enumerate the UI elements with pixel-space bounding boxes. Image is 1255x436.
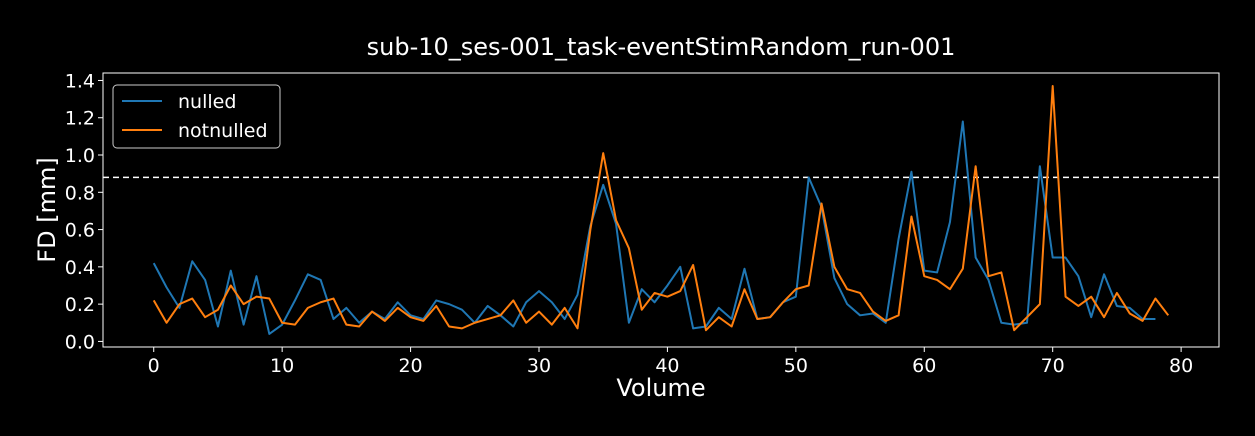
x-tick-label: 40: [655, 355, 679, 377]
x-tick-label: 30: [527, 355, 551, 377]
x-tick-label: 0: [148, 355, 160, 377]
legend: nulled notnulled: [112, 84, 281, 149]
series-line-notnulled: [152, 85, 1170, 332]
y-tick-label: 0.0: [65, 331, 95, 353]
legend-label-notnulled: notnulled: [178, 120, 268, 142]
y-tick-label: 1.2: [65, 108, 95, 130]
x-axis: 0 10 20 30 40 50 60 70 80: [148, 347, 1193, 377]
y-axis-label: FD [mm]: [33, 157, 61, 262]
chart-title: sub-10_ses-001_task-eventStimRandom_run-…: [367, 33, 956, 61]
series-lines: [152, 85, 1170, 335]
x-tick-label: 80: [1169, 355, 1193, 377]
y-tick-label: 0.8: [65, 182, 95, 204]
y-tick-label: 0.6: [65, 220, 95, 242]
x-tick-label: 10: [270, 355, 294, 377]
x-tick-label: 70: [1041, 355, 1065, 377]
y-axis: 0.0 0.2 0.4 0.6 0.8 1.0 1.2 1.4: [65, 70, 103, 353]
x-tick-label: 20: [398, 355, 422, 377]
y-tick-label: 0.4: [65, 257, 95, 279]
y-tick-label: 1.4: [65, 70, 95, 92]
y-tick-label: 1.0: [65, 145, 95, 167]
series-line-nulled: [152, 120, 1156, 335]
x-tick-label: 60: [912, 355, 936, 377]
x-tick-label: 50: [784, 355, 808, 377]
plot-frame: [102, 72, 1220, 348]
x-axis-label: Volume: [616, 374, 705, 402]
legend-label-nulled: nulled: [178, 91, 236, 113]
y-tick-label: 0.2: [65, 294, 95, 316]
